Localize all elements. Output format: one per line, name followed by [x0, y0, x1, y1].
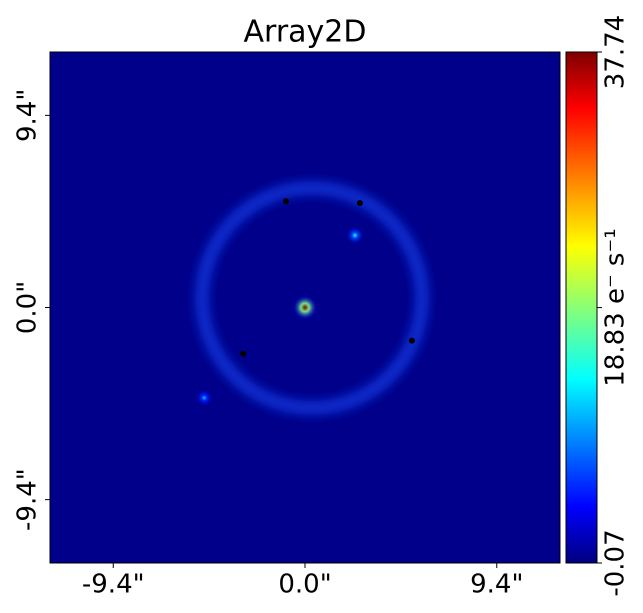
colorbar-tick-label: 18.83 e⁻ s⁻¹ — [601, 228, 631, 386]
point — [356, 200, 363, 207]
arc-ring — [195, 181, 429, 415]
colorbar-tick-label: -0.07 — [601, 529, 631, 596]
x-tick-label: 0.0" — [278, 570, 331, 600]
chart-title: Array2D — [244, 15, 367, 50]
x-tick-label: -9.4" — [82, 570, 145, 600]
colorbar-tick-label: 37.74 — [601, 15, 631, 89]
point — [283, 198, 290, 205]
y-tick-label: -9.4" — [13, 468, 43, 531]
source — [196, 389, 213, 406]
point — [408, 337, 415, 344]
y-tick-label: 0.0" — [13, 281, 43, 334]
point — [240, 350, 247, 357]
y-tick-label: 9.4" — [13, 89, 43, 142]
source — [346, 226, 364, 244]
colorbar — [565, 51, 598, 564]
x-tick-label: 9.4" — [470, 570, 523, 600]
source — [293, 295, 317, 320]
